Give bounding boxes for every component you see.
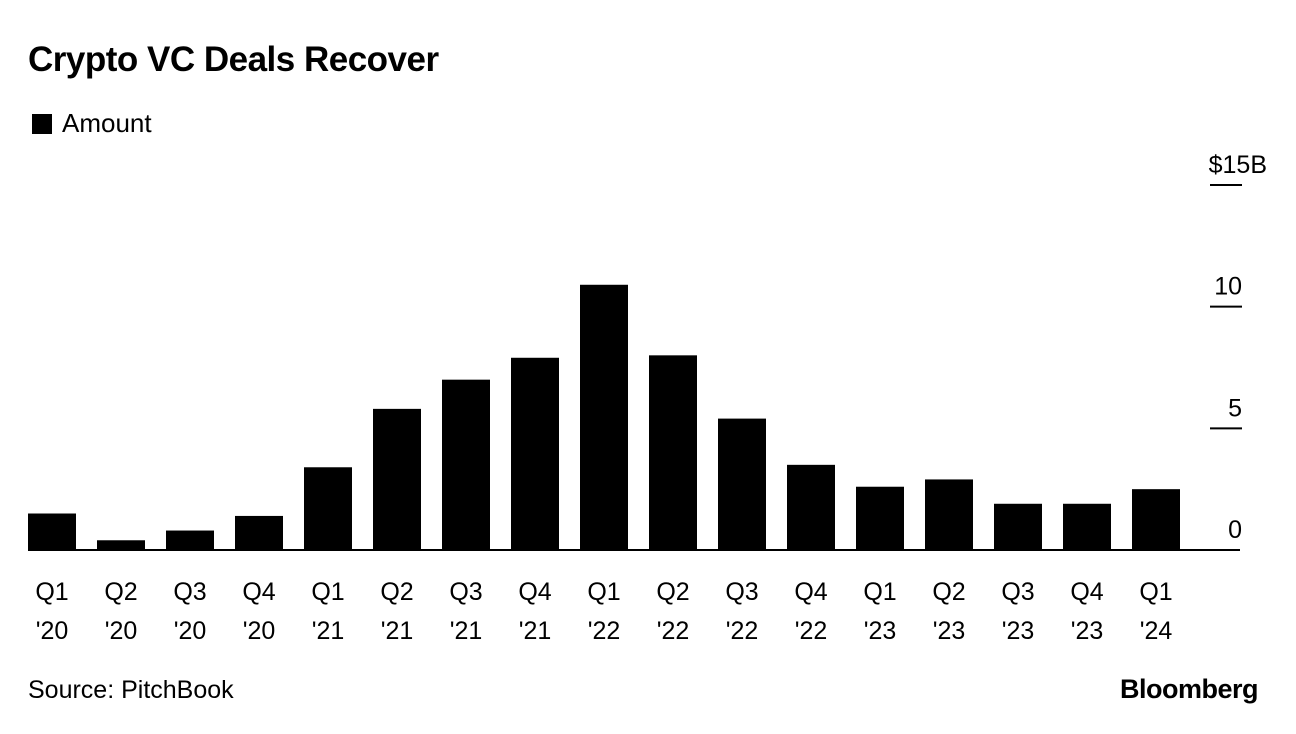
- x-tick-label-quarter-1: Q2: [104, 578, 137, 606]
- x-tick-label-year-4: '21: [312, 617, 345, 645]
- x-tick-label-year-6: '21: [450, 617, 483, 645]
- x-tick-label-year-14: '23: [1002, 617, 1035, 645]
- source-note: Source: PitchBook: [28, 676, 234, 704]
- x-tick-label-year-11: '22: [795, 617, 828, 645]
- x-tick-label-year-13: '23: [933, 617, 966, 645]
- x-tick-label-year-5: '21: [381, 617, 414, 645]
- y-tick-label-5: 5: [1228, 394, 1242, 422]
- bar-q3-22: [718, 418, 766, 550]
- x-tick-label-quarter-15: Q4: [1070, 578, 1103, 606]
- x-tick-label-quarter-10: Q3: [725, 578, 758, 606]
- bars-group: [28, 284, 1180, 550]
- bar-q1-23: [856, 486, 904, 550]
- x-tick-label-quarter-7: Q4: [518, 578, 551, 606]
- legend: Amount: [32, 108, 152, 139]
- x-tick-label-quarter-8: Q1: [587, 578, 620, 606]
- x-tick-label-quarter-4: Q1: [311, 578, 344, 606]
- x-tick-label-year-12: '23: [864, 617, 897, 645]
- x-tick-label-quarter-0: Q1: [35, 578, 68, 606]
- bar-q4-21: [511, 357, 559, 550]
- bar-q4-23: [1063, 503, 1111, 550]
- x-tick-label-quarter-14: Q3: [1001, 578, 1034, 606]
- y-axis: $15B 10 5 0: [1209, 151, 1267, 544]
- x-tick-label-year-15: '23: [1071, 617, 1104, 645]
- bar-q2-21: [373, 408, 421, 550]
- x-tick-label-quarter-13: Q2: [932, 578, 965, 606]
- x-tick-label-year-7: '21: [519, 617, 552, 645]
- bar-q1-22: [580, 284, 628, 550]
- x-tick-label-year-8: '22: [588, 617, 621, 645]
- bar-q3-21: [442, 379, 490, 550]
- y-tick-label-10: 10: [1214, 273, 1242, 301]
- x-tick-label-year-2: '20: [174, 617, 207, 645]
- x-tick-label-quarter-9: Q2: [656, 578, 689, 606]
- bar-q1-21: [304, 467, 352, 550]
- x-tick-label-year-0: '20: [36, 617, 69, 645]
- x-tick-label-year-9: '22: [657, 617, 690, 645]
- bar-q2-23: [925, 479, 973, 550]
- x-tick-label-quarter-5: Q2: [380, 578, 413, 606]
- x-tick-label-year-10: '22: [726, 617, 759, 645]
- x-tick-label-quarter-11: Q4: [794, 578, 827, 606]
- x-tick-label-quarter-6: Q3: [449, 578, 482, 606]
- bar-q4-20: [235, 515, 283, 550]
- x-tick-label-quarter-16: Q1: [1139, 578, 1172, 606]
- bar-q4-22: [787, 464, 835, 550]
- bar-q1-24: [1132, 489, 1180, 550]
- bar-q2-22: [649, 355, 697, 550]
- bar-q1-20: [28, 513, 76, 550]
- bar-q3-20: [166, 530, 214, 550]
- x-tick-label-quarter-12: Q1: [863, 578, 896, 606]
- x-tick-label-quarter-3: Q4: [242, 578, 275, 606]
- bar-q2-20: [97, 540, 145, 550]
- x-tick-label-quarter-2: Q3: [173, 578, 206, 606]
- bar-q3-23: [994, 503, 1042, 550]
- legend-label: Amount: [62, 108, 152, 138]
- x-axis: Q1 '20 Q2 '20 Q3 '20 Q4 '20 Q1 '21 Q2 '21 Q3 '21 Q4 '21…: [35, 578, 1172, 645]
- bloomberg-logo: Bloomberg: [1119, 674, 1259, 704]
- y-tick-label-0: 0: [1228, 516, 1242, 544]
- legend-swatch: [32, 113, 52, 134]
- y-tick-label-15: $15B: [1209, 151, 1267, 179]
- chart-title: Crypto VC Deals Recover: [28, 40, 439, 79]
- x-tick-label-year-3: '20: [243, 617, 276, 645]
- x-tick-label-year-16: '24: [1140, 617, 1173, 645]
- x-tick-label-year-1: '20: [105, 617, 138, 645]
